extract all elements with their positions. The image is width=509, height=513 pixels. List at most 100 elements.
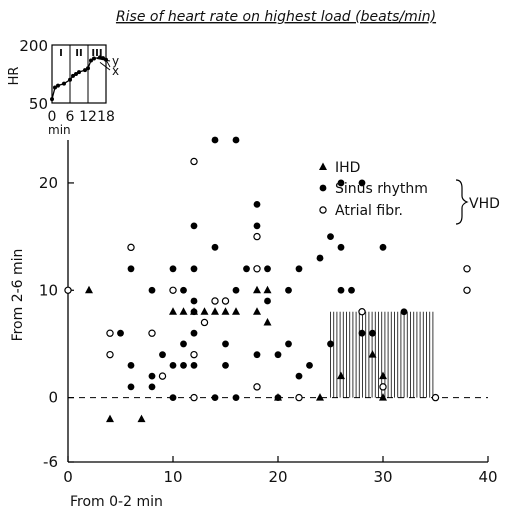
point-ihd [379, 371, 387, 380]
inset-hr-line [51, 56, 107, 100]
point-ihd [211, 307, 219, 315]
point-atrial-fibr [190, 393, 198, 402]
legend-brace [455, 179, 469, 225]
point-sinus-rhythm [348, 286, 355, 294]
point-atrial-fibr [463, 286, 471, 294]
point-sinus-rhythm [211, 243, 219, 251]
x-tick-label: 10 [163, 468, 182, 486]
point-ihd [169, 307, 177, 315]
legend-label: IHD [335, 160, 360, 176]
point-ihd [253, 285, 261, 294]
x-tick-label: 20 [268, 468, 287, 486]
y-tick-label: 0 [48, 389, 58, 407]
point-sinus-rhythm [232, 394, 240, 401]
point-ihd [179, 307, 188, 315]
point-sinus-rhythm [306, 362, 313, 369]
point-ihd [137, 414, 146, 423]
x-tick-label: 40 [478, 468, 497, 486]
point-sinus-rhythm [169, 265, 177, 273]
point-ihd [316, 393, 324, 401]
inset-pointer [96, 58, 111, 62]
point-sinus-rhythm [253, 201, 261, 208]
main-scatter-plot: 0 10 20 30 40 -6 0 10 20 From 0-2 min From 2-6 … [10, 136, 498, 510]
inset-point [77, 70, 81, 75]
inset-point [74, 72, 78, 76]
point-sinus-rhythm [337, 286, 345, 294]
inset-point [98, 55, 102, 60]
point-sinus-rhythm [169, 362, 177, 369]
point-sinus-rhythm [400, 308, 408, 316]
point-atrial-fibr [379, 383, 387, 391]
point-sinus-rhythm [274, 394, 282, 401]
legend-marker [319, 184, 327, 192]
y-tick-label: 10 [39, 281, 58, 299]
point-atrial-fibr [190, 157, 198, 166]
point-atrial-fibr [221, 297, 230, 305]
point-atrial-fibr [253, 265, 261, 273]
inset-phase-label: I [59, 48, 63, 59]
x-tick-label: 0 [63, 468, 73, 486]
point-atrial-fibr [169, 286, 177, 294]
point-atrial-fibr [64, 286, 72, 294]
point-ihd [232, 307, 240, 315]
legend-label: Atrial fibr. [335, 203, 403, 219]
point-atrial-fibr [200, 318, 209, 327]
point-sinus-rhythm [222, 340, 229, 348]
point-sinus-rhythm [295, 265, 303, 273]
point-sinus-rhythm [327, 340, 334, 348]
chart-title: Rise of heart rate on highest load (beat… [116, 9, 436, 25]
inset-point [71, 73, 75, 78]
inset-point [62, 81, 66, 86]
y-tick-label: 20 [39, 174, 58, 192]
point-sinus-rhythm [127, 383, 135, 391]
point-sinus-rhythm [117, 329, 124, 337]
point-ihd [379, 393, 387, 401]
point-sinus-rhythm [148, 372, 156, 380]
point-atrial-fibr [106, 350, 114, 359]
point-sinus-rhythm [190, 329, 198, 337]
legend-marker [319, 162, 327, 170]
point-sinus-rhythm [190, 308, 198, 316]
point-sinus-rhythm [337, 179, 345, 187]
point-sinus-rhythm [358, 179, 366, 187]
inset-x-axis-label: min [48, 123, 71, 137]
inset-point [53, 85, 57, 90]
point-sinus-rhythm [285, 286, 292, 294]
point-sinus-rhythm [180, 362, 187, 369]
inset-phase-label: III [91, 48, 102, 59]
point-sinus-rhythm [337, 243, 345, 251]
point-sinus-rhythm [358, 329, 366, 337]
point-sinus-rhythm [211, 394, 219, 401]
point-atrial-fibr [158, 372, 167, 380]
point-sinus-rhythm [232, 286, 240, 294]
inset-point [56, 83, 60, 88]
point-sinus-rhythm [316, 254, 324, 262]
inset-point [68, 77, 72, 82]
inset-point [50, 97, 54, 102]
inset-y-tick-label: 200 [19, 37, 48, 55]
inset-series-label: y [112, 54, 119, 68]
legend: IHD Sinus rhythm Atrial fibr. VHD [319, 160, 500, 225]
point-sinus-rhythm [264, 265, 271, 273]
point-sinus-rhythm [127, 362, 135, 369]
point-sinus-rhythm [148, 383, 156, 391]
inset-x-tick-label: 18 [97, 109, 115, 125]
point-ihd [263, 317, 272, 326]
inset-x-tick-label: 0 [48, 109, 57, 125]
point-sinus-rhythm [190, 362, 198, 369]
inset-phase-label: II [75, 48, 82, 59]
legend-marker [319, 206, 327, 214]
x-tick-label: 30 [373, 468, 392, 486]
x-axis-label: From 0-2 min [70, 494, 163, 510]
point-ihd [106, 414, 114, 423]
point-sinus-rhythm [243, 265, 250, 273]
inset-point [89, 58, 93, 63]
point-atrial-fibr [253, 232, 261, 241]
point-sinus-rhythm [190, 265, 198, 273]
point-ihd [221, 307, 230, 315]
point-ihd [200, 307, 209, 315]
point-sinus-rhythm [159, 351, 166, 359]
inset-y-tick-label: 50 [29, 95, 48, 113]
